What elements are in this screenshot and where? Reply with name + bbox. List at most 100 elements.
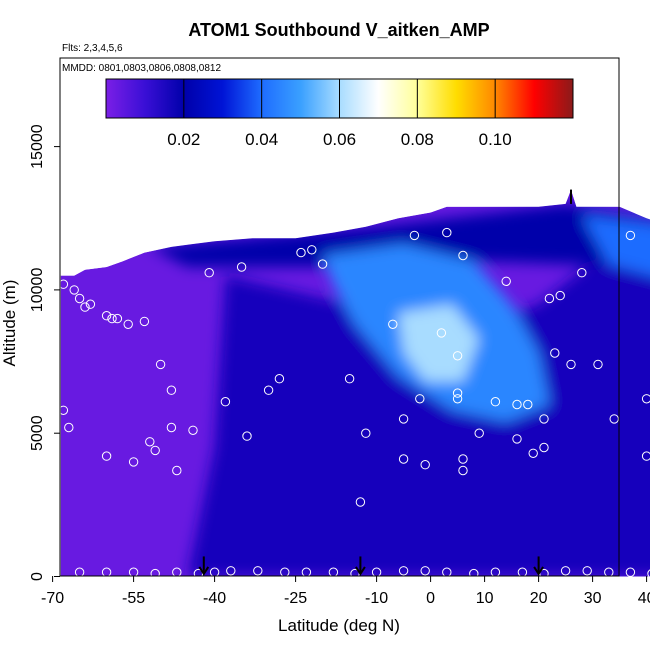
flight-arrow-marker (533, 556, 544, 576)
x-tick-label: 10 (476, 590, 494, 607)
observation-point (150, 445, 160, 456)
y-axis-label: Altitude (m) (0, 280, 19, 367)
x-axis-label: Latitude (deg N) (278, 616, 400, 635)
x-tick-label: 30 (584, 590, 602, 607)
observation-point (388, 319, 398, 329)
observation-point (641, 451, 650, 461)
observation-point (469, 568, 479, 579)
observation-point (512, 434, 522, 444)
observation-point (172, 465, 182, 476)
observation-point (58, 279, 69, 289)
dates-subtitle: MMDD: 0801,0803,0806,0808,0812 (62, 63, 221, 74)
observation-point (150, 568, 160, 579)
observation-point (145, 437, 155, 447)
observation-point (458, 250, 468, 261)
observation-point (593, 359, 603, 370)
y-tick-label: 15000 (29, 124, 46, 169)
observation-point (220, 397, 231, 407)
observation-point (226, 566, 236, 576)
x-tick-label: 20 (530, 590, 548, 607)
observation-point (398, 414, 409, 424)
observation-point (398, 454, 409, 464)
observation-point (101, 311, 112, 321)
observation-point (647, 569, 650, 578)
observation-point (107, 313, 117, 324)
observation-point (436, 328, 447, 338)
observation-point (560, 566, 571, 576)
observation-point (587, 193, 598, 203)
x-tick-label: 40 (638, 590, 650, 607)
colorbar-tick-label: 0.08 (401, 130, 434, 149)
observation-point (166, 422, 177, 433)
y-tick-label: 10000 (29, 268, 46, 313)
x-tick-label: -40 (203, 590, 226, 607)
y-tick-label: 0 (29, 572, 46, 581)
heatmap-region-northern-upper (581, 215, 650, 293)
observation-point (566, 359, 576, 370)
observation-point (458, 454, 468, 464)
flight-arrow-marker (198, 556, 210, 576)
observation-point (74, 293, 85, 304)
observation-point (263, 385, 274, 395)
observation-point (420, 566, 430, 576)
observation-point (188, 425, 198, 435)
observation-point (355, 497, 366, 507)
x-tick-label: 0 (426, 590, 435, 607)
observation-point (69, 285, 79, 295)
observation-point (609, 414, 619, 424)
observation-point (80, 302, 90, 312)
observation-point (452, 394, 463, 404)
chart-title: ATOM1 Southbound V_aitken_AMP (188, 20, 489, 40)
observation-point (236, 262, 247, 272)
observation-point (253, 566, 263, 576)
observation-point (307, 245, 317, 255)
colorbar-tick-label: 0.06 (323, 130, 356, 149)
flight-arrow-marker (355, 556, 366, 576)
observation-point (625, 567, 636, 577)
observation-point (204, 268, 214, 278)
observation-point (528, 448, 538, 458)
observation-point (155, 359, 166, 370)
y-tick-label: 5000 (29, 415, 46, 451)
observation-point (166, 385, 177, 395)
observation-point (296, 247, 306, 258)
observation-point (85, 299, 96, 309)
observation-point (398, 566, 409, 576)
x-tick-label: -55 (122, 590, 145, 607)
observation-point (577, 268, 587, 278)
observation-point (101, 451, 112, 461)
observation-point (523, 399, 533, 410)
observation-point (641, 394, 650, 404)
observation-point (452, 388, 463, 398)
observation-point (555, 290, 565, 301)
observation-point (344, 374, 355, 384)
observation-point (64, 422, 74, 433)
heatmap-region-tropical-plume-peak (398, 304, 480, 382)
heatmap-region-central-core (187, 261, 650, 577)
observation-point (415, 394, 425, 404)
observation-point (452, 351, 463, 361)
flights-subtitle: Flts: 2,3,4,5,6 (62, 43, 123, 54)
observation-point (112, 313, 123, 324)
plot-border (59, 57, 620, 577)
colorbar: 0.02 0.04 0.06 0.08 0.10 (105, 78, 574, 149)
observation-point (128, 457, 139, 467)
observation-point (409, 230, 420, 241)
observation-point (458, 465, 468, 476)
colorbar-tick-label: 0.02 (167, 130, 200, 149)
observation-point (582, 566, 592, 576)
plot-frame (59, 57, 620, 577)
colorbar-tick-label: 0.04 (245, 130, 278, 149)
observation-points (58, 193, 650, 579)
axes: -70-55-40-25-100102030405060708005000100… (29, 124, 650, 607)
x-tick-label: -10 (365, 590, 388, 607)
x-tick-label: -25 (284, 590, 307, 607)
flight-arrows (198, 189, 572, 576)
observation-point (242, 431, 252, 441)
observation-point (544, 293, 555, 304)
observation-point (58, 405, 69, 415)
observation-point (490, 397, 501, 407)
observation-point (512, 399, 522, 410)
observation-point (361, 428, 371, 438)
